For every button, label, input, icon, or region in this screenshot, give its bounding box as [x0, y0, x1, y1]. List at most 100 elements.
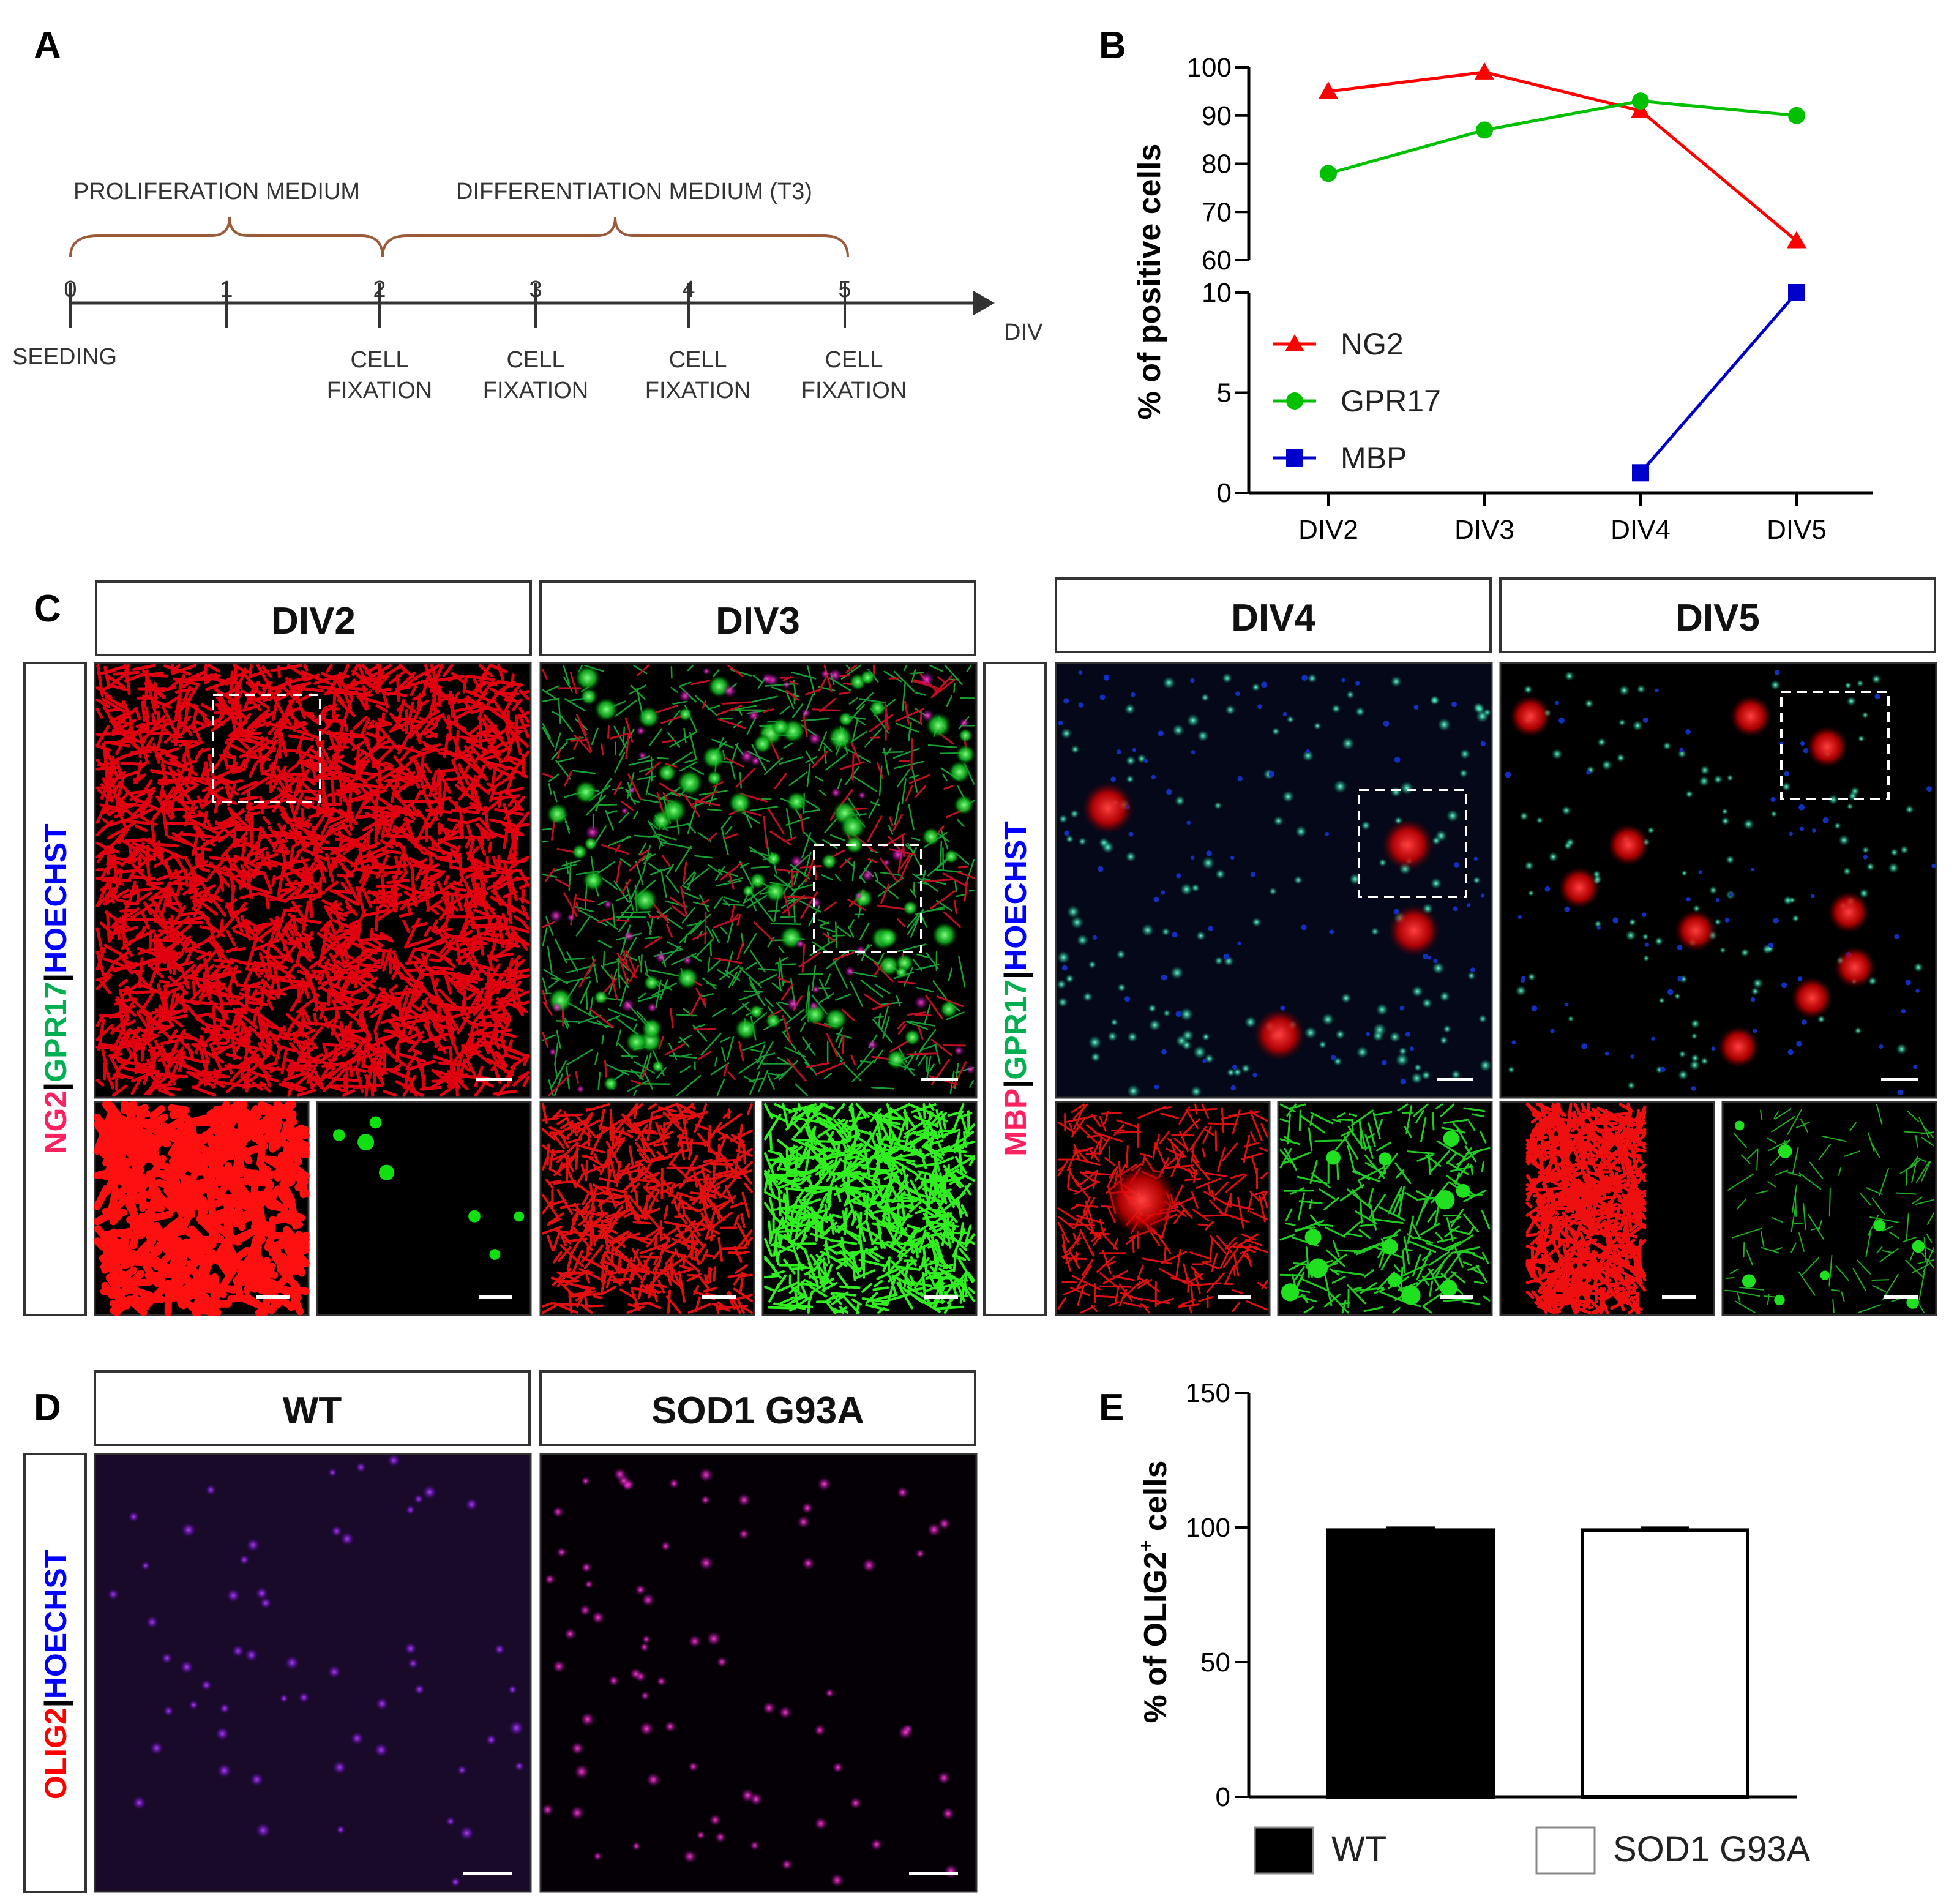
gpr17-cell: [1828, 794, 1839, 805]
scale-bar: [1884, 1295, 1918, 1299]
gpr17-cell: [1752, 978, 1764, 989]
chart-b-ytick-label: 0: [1217, 478, 1232, 508]
gpr17-cell: [1473, 876, 1481, 885]
gpr17-cell: [1857, 680, 1864, 687]
chart-b-ytick-label: 60: [1202, 245, 1232, 275]
gpr17-cell: [948, 760, 971, 784]
gpr17-cell: [603, 1076, 619, 1092]
gpr17-cell: [1896, 1043, 1907, 1055]
gpr17-cell: [1127, 1032, 1138, 1043]
cell-fixation-line2: FIXATION: [483, 378, 588, 403]
gpr17-cell: [1390, 676, 1402, 688]
nucleus: [1781, 982, 1787, 988]
gpr17-cell: [1627, 1081, 1636, 1090]
gpr17-cell: [1180, 1007, 1194, 1021]
gpr17-cell: [1191, 883, 1200, 893]
side-label-right-hoechst: HOECHST: [998, 821, 1033, 970]
nucleus: [1399, 1005, 1405, 1011]
gpr17-cell: [1098, 838, 1109, 848]
ng2-cell: [683, 955, 692, 965]
olig2-nucleus: [408, 1658, 419, 1669]
gpr17-cell: [1281, 1283, 1300, 1302]
nucleus: [1753, 1029, 1757, 1033]
ng2-cell: [621, 999, 635, 1013]
nucleus: [1453, 906, 1458, 912]
gpr17-cell: [1734, 1120, 1745, 1131]
gpr17-cell: [1663, 741, 1672, 751]
gpr17-cell: [786, 791, 807, 812]
olig2-nucleus: [141, 1561, 150, 1570]
olig2-nucleus: [542, 1804, 554, 1816]
mbp-cell: [1388, 905, 1440, 956]
chart-b-point-mbp: [1788, 284, 1805, 301]
olig2-nucleus: [450, 1876, 461, 1887]
olig2-nucleus: [514, 1761, 525, 1771]
olig2-nucleus: [622, 1480, 632, 1491]
inset-region-box: [1358, 789, 1467, 898]
olig2-nucleus: [507, 1685, 517, 1695]
header-div4: DIV4: [1231, 597, 1315, 639]
gpr17-cell: [574, 780, 598, 804]
olig2-nucleus: [570, 1805, 585, 1820]
nucleus: [1679, 748, 1684, 752]
olig2-nucleus: [814, 1817, 828, 1831]
gpr17-cell: [1906, 1296, 1919, 1309]
gpr17-cell: [1215, 869, 1225, 880]
nucleus: [1481, 893, 1485, 898]
mbp-cell: [1730, 695, 1772, 737]
gpr17-cell: [676, 769, 703, 796]
panel-d: D WT SOD1 G93A OLIG2|HOECHST: [23, 1370, 978, 1893]
gpr17-cell: [1382, 1239, 1398, 1255]
chart-e-ytick-label: 150: [1186, 1378, 1230, 1408]
gpr17-cell: [1459, 769, 1469, 778]
olig2-nucleus: [699, 1556, 713, 1570]
gpr17-cell: [546, 803, 569, 825]
nucleus: [1405, 1032, 1410, 1037]
nucleus: [1729, 893, 1733, 897]
gpr17-cell: [1170, 966, 1184, 980]
gpr17-cell: [1341, 737, 1355, 750]
panel-a: A PROLIFERATION MEDIUM DIFFERENTIATION M…: [12, 24, 1043, 403]
nucleus: [1301, 924, 1307, 931]
gpr17-cell: [1197, 730, 1209, 742]
gpr17-cell: [1618, 684, 1630, 696]
side-label-right-sep2: |: [998, 971, 1033, 980]
chart-b-line-gpr17: [1328, 99, 1797, 175]
nucleus: [1724, 918, 1730, 923]
gpr17-cell: [1618, 719, 1626, 727]
olig2-nucleus: [332, 1760, 346, 1774]
gpr17-cell: [1873, 1220, 1885, 1232]
header-box-div2: [95, 580, 532, 656]
nucleus: [1098, 866, 1104, 872]
olig2-nucleus: [613, 1467, 627, 1481]
gpr17-cell: [1888, 862, 1899, 874]
olig2-nucleus: [750, 1840, 760, 1851]
chart-b-ytick-label: 5: [1217, 378, 1232, 408]
gpr17-cell: [1190, 1085, 1202, 1098]
nucleus: [1750, 997, 1756, 1002]
ng2-cell: [782, 680, 791, 689]
micrograph-wt: [94, 1453, 532, 1893]
gpr17-cell: [637, 706, 660, 729]
olig2-nucleus: [762, 1701, 776, 1715]
nucleus: [1691, 1086, 1696, 1091]
gpr17-cell: [1222, 673, 1232, 683]
gpr17-cell: [859, 669, 876, 686]
olig2-nucleus: [571, 1742, 584, 1755]
nucleus: [1604, 1051, 1609, 1056]
ng2-cell: [810, 897, 822, 909]
chart-b-ytick-label: 100: [1187, 53, 1232, 83]
gpr17-cell: [1411, 1072, 1423, 1084]
gpr17-cell: [1322, 1013, 1334, 1025]
ng2-cell: [790, 855, 804, 869]
gpr17-cell: [1126, 774, 1134, 784]
seeding-label: SEEDING: [12, 344, 117, 370]
gpr17-cell: [1564, 671, 1574, 681]
gpr17-cell: [643, 975, 660, 991]
gpr17-cell: [1597, 737, 1606, 747]
chart-e-bar-sod1-g93a: [1581, 1528, 1749, 1799]
gpr17-cell: [1308, 1258, 1328, 1278]
scale-bar: [702, 1295, 736, 1299]
olig2-nucleus: [830, 1873, 844, 1887]
ng2-cell: [861, 869, 874, 882]
